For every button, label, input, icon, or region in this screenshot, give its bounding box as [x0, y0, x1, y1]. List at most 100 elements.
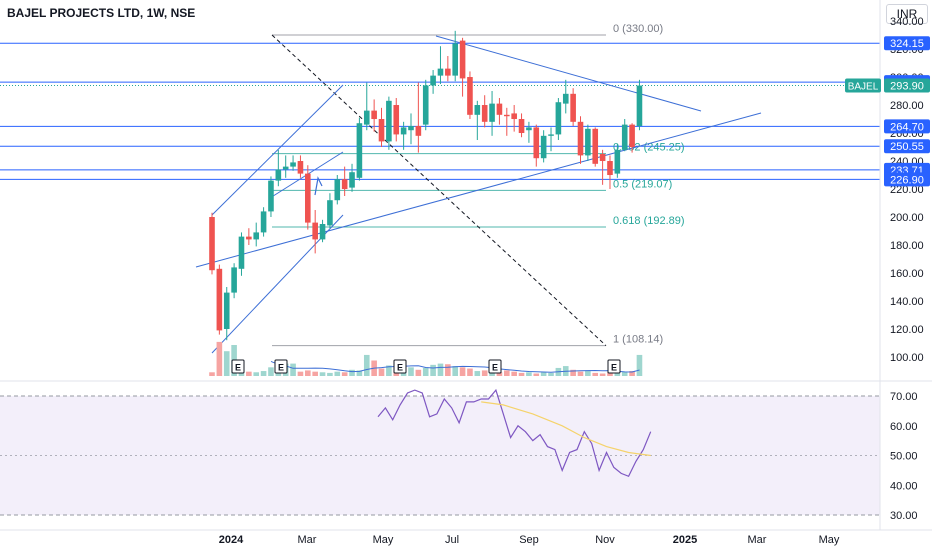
candle-body — [474, 105, 481, 115]
candle-body — [481, 105, 488, 122]
volume-bar — [489, 371, 495, 376]
volume-bar — [533, 373, 540, 376]
rsi-tick-label: 40.00 — [890, 480, 918, 492]
volume-bar — [629, 371, 635, 376]
volume-bar — [481, 370, 488, 376]
volume-bar — [327, 372, 333, 376]
volume-bar — [467, 368, 473, 376]
price-level-tag — [884, 172, 930, 187]
candle-body — [312, 222, 318, 240]
earnings-label: E — [611, 363, 617, 373]
price-level-label: 324.15 — [890, 38, 924, 50]
volume-bar — [437, 363, 444, 376]
candle-body — [268, 180, 274, 212]
fib-level-label: 0.618 (192.89) — [613, 215, 685, 227]
candle-body — [349, 172, 355, 188]
candle-body — [437, 68, 444, 76]
candle-body — [459, 40, 466, 79]
volume-bar — [305, 370, 311, 376]
candle-body — [400, 127, 407, 135]
time-tick-label: Mar — [748, 534, 767, 546]
candle-body — [378, 119, 385, 142]
volume-bar — [378, 368, 385, 376]
trend-line — [435, 35, 702, 112]
price-tick-label: 180.00 — [890, 240, 924, 252]
candle-body — [246, 236, 252, 240]
price-level-label: 250.55 — [890, 141, 924, 153]
candle-body — [422, 85, 429, 125]
earnings-marker — [231, 359, 245, 374]
candle-body — [223, 292, 230, 330]
volume-bar — [356, 370, 363, 376]
rsi-line — [377, 388, 652, 478]
candle-body — [260, 211, 267, 233]
trend-sketch — [314, 176, 323, 196]
time-tick-label: May — [373, 534, 394, 546]
volume-bar — [621, 371, 628, 376]
volume-bar — [570, 369, 576, 376]
candle-body — [393, 105, 400, 135]
price-tick-label: 100.00 — [890, 352, 924, 364]
volume-bar — [209, 372, 215, 376]
chart-title: BAJEL PROJECTS LTD, 1W, NSE — [7, 6, 196, 20]
volume-bar — [526, 372, 532, 376]
volume-bar — [341, 372, 348, 376]
axis-price-labels: 324.15296.35264.70250.55233.71226.90BAJE… — [845, 36, 930, 187]
symbol-tag — [845, 78, 881, 93]
fib-level-label: 0.5 (219.07) — [613, 178, 672, 190]
fib-trendline — [271, 34, 607, 346]
candle-body — [209, 217, 215, 271]
time-tick-label: 2025 — [673, 534, 697, 546]
fib-level-label: 0 (330.00) — [613, 23, 663, 35]
currency-button[interactable]: INR — [886, 4, 928, 24]
last-price-label: 293.90 — [890, 81, 924, 93]
price-level-label: 226.90 — [890, 174, 924, 186]
volume-bar — [238, 371, 245, 376]
earnings-label: E — [492, 363, 498, 373]
candle-body — [452, 43, 459, 76]
candle-body — [282, 166, 289, 170]
volume-bar — [260, 371, 267, 376]
volume-bar — [540, 372, 547, 376]
time-tick-label: Jul — [445, 534, 459, 546]
horizontal-levels — [0, 42, 880, 180]
volume-bar — [636, 354, 643, 376]
price-tick-label: 160.00 — [890, 268, 924, 280]
volume-bar — [445, 364, 451, 376]
volume-ma-line — [270, 360, 640, 373]
candle-body — [356, 123, 363, 178]
candle-body — [555, 102, 562, 135]
volume-bar — [511, 371, 517, 376]
volume-bar — [474, 371, 481, 376]
volume-bar — [297, 371, 304, 376]
candle-body — [607, 161, 613, 176]
candle-body — [238, 236, 245, 269]
symbol-label: BAJEL — [848, 82, 879, 93]
drawings: 0 (330.00)0.382 (245.25)0.5 (219.07)0.61… — [195, 23, 762, 354]
earnings-label: E — [278, 363, 284, 373]
candle-body — [319, 224, 326, 240]
candle-body — [489, 103, 495, 122]
candle-body — [577, 121, 584, 156]
volume-bars — [209, 341, 643, 376]
volume-bar — [599, 373, 606, 376]
candle-body — [504, 114, 510, 117]
fib-level-label: 1 (108.14) — [613, 334, 663, 346]
price-level-label: 264.70 — [890, 121, 924, 133]
volume-bar — [607, 372, 613, 376]
trend-line — [211, 84, 344, 216]
rsi-lines — [377, 388, 652, 478]
earnings-marker — [274, 359, 288, 374]
price-level-tag — [884, 119, 930, 134]
candles — [209, 30, 643, 341]
candle-body — [445, 68, 451, 76]
volume-bar — [459, 367, 466, 376]
candle-body — [430, 75, 436, 86]
candle-body — [275, 169, 282, 181]
last-price-tag — [884, 78, 930, 93]
volume-bar — [452, 366, 459, 376]
earnings-label: E — [235, 363, 241, 373]
volume-bar — [319, 372, 326, 376]
time-tick-label: May — [819, 534, 840, 546]
